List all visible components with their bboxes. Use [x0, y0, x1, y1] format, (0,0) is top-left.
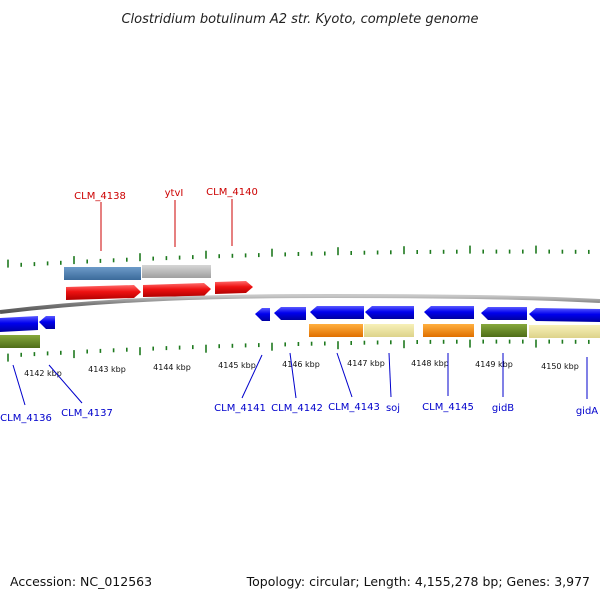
- gene-arrow-CLM_4145[interactable]: [424, 306, 474, 319]
- genome-backbone: [0, 293, 600, 314]
- gene-label-CLM_4143[interactable]: CLM_4143: [328, 402, 380, 413]
- tick-label: 4146 kbp: [282, 360, 320, 369]
- cog-band-forward: [64, 265, 211, 280]
- tick-label: 4148 kbp: [411, 359, 449, 368]
- gene-label-ytvI[interactable]: ytvI: [165, 188, 184, 199]
- outer-tick-marks: [7, 245, 590, 268]
- gene-label-CLM_4137[interactable]: CLM_4137: [61, 408, 113, 419]
- gene-label-CLM_4141[interactable]: CLM_4141: [214, 403, 266, 414]
- gene-arrow-CLM_4142[interactable]: [274, 307, 306, 320]
- gene-label-soj[interactable]: soj: [386, 403, 400, 414]
- gene-arrow[interactable]: [39, 316, 55, 329]
- gene-arrow-CLM_4136[interactable]: [0, 316, 38, 332]
- tick-label: 4143 kbp: [88, 365, 126, 374]
- leader-line: [12, 364, 26, 406]
- cog-segment: [0, 335, 40, 348]
- gene-label-CLM_4142[interactable]: CLM_4142: [271, 403, 323, 414]
- cog-segment: [142, 265, 211, 278]
- gene-arrow-gidB[interactable]: [481, 307, 527, 320]
- gene-label-CLM_4136[interactable]: CLM_4136: [0, 413, 52, 424]
- cog-segment: [64, 267, 141, 280]
- leader-line: [289, 352, 297, 399]
- forward-gene-labels: CLM_4138 ytvI CLM_4140: [74, 187, 258, 251]
- gene-label-CLM_4138[interactable]: CLM_4138: [74, 191, 126, 202]
- tick-label: 4144 kbp: [153, 363, 191, 372]
- tick-label: 4147 kbp: [347, 359, 385, 368]
- cog-segment: [423, 324, 474, 337]
- gene-label-gidA[interactable]: gidA: [576, 406, 598, 417]
- gene-arrow-CLM_4140[interactable]: [215, 281, 253, 294]
- gene-arrow-CLM_4138[interactable]: [66, 285, 141, 300]
- leader-line: [388, 352, 392, 398]
- leader-line: [241, 354, 263, 399]
- accession-text: Accession: NC_012563: [10, 574, 152, 589]
- gene-label-gidB[interactable]: gidB: [492, 403, 514, 414]
- cog-segment: [364, 324, 414, 337]
- tick-label: 4145 kbp: [218, 361, 256, 370]
- tick-label: 4150 kbp: [541, 362, 579, 371]
- cog-band-reverse: [0, 324, 600, 348]
- reverse-gene-labels: CLM_4136 CLM_4137 CLM_4141 CLM_4142 CLM_…: [0, 352, 598, 424]
- inner-tick-marks: [7, 339, 590, 362]
- leader-line: [48, 364, 83, 404]
- forward-strand-genes: [66, 281, 253, 300]
- axis-tick-labels: 4142 kbp 4143 kbp 4144 kbp 4145 kbp 4146…: [24, 359, 579, 378]
- tick-label: 4149 kbp: [475, 360, 513, 369]
- cog-segment: [309, 324, 363, 337]
- gene-arrow-CLM_4141[interactable]: [255, 308, 270, 321]
- genome-summary-text: Topology: circular; Length: 4,155,278 bp…: [246, 574, 590, 589]
- gene-arrow-gidA[interactable]: [529, 308, 600, 322]
- tick-label: 4142 kbp: [24, 369, 62, 378]
- cog-segment: [481, 324, 527, 337]
- gene-arrow-soj[interactable]: [365, 306, 414, 319]
- gene-arrow-CLM_4143[interactable]: [310, 306, 364, 319]
- cog-segment: [529, 325, 600, 338]
- gene-arrow-ytvI[interactable]: [143, 283, 211, 297]
- leader-line: [336, 352, 353, 398]
- gene-label-CLM_4145[interactable]: CLM_4145: [422, 402, 474, 413]
- page-title: Clostridium botulinum A2 str. Kyoto, com…: [121, 12, 478, 27]
- reverse-strand-genes: [0, 306, 600, 332]
- gene-label-CLM_4140[interactable]: CLM_4140: [206, 187, 258, 198]
